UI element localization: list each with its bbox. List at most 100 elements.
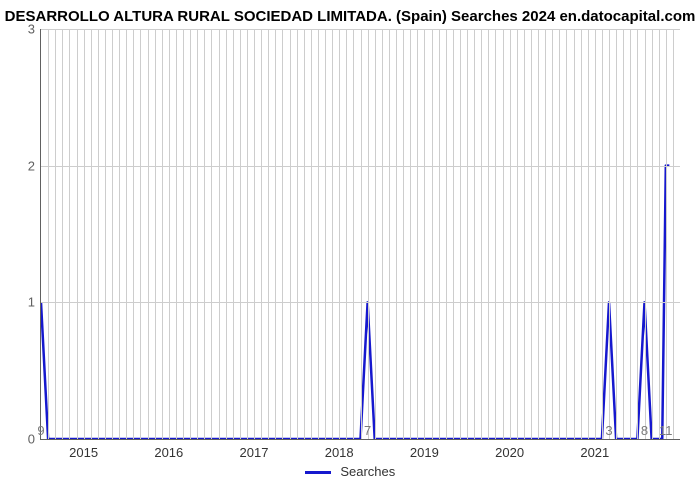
- grid-line-v: [261, 29, 262, 439]
- grid-line-v: [140, 29, 141, 439]
- grid-line-v: [559, 29, 560, 439]
- grid-line-v: [190, 29, 191, 439]
- x-tick-label: 2018: [325, 445, 354, 460]
- grid-line-v: [403, 29, 404, 439]
- x-tick-label: 2016: [154, 445, 183, 460]
- grid-line-v: [62, 29, 63, 439]
- grid-line-v: [55, 29, 56, 439]
- grid-line-v: [290, 29, 291, 439]
- grid-line-v: [233, 29, 234, 439]
- grid-line-v: [595, 29, 596, 439]
- grid-line-v: [410, 29, 411, 439]
- chart-plot-area: 01232015201620172018201920202021973811: [40, 29, 680, 440]
- grid-line-v: [637, 29, 638, 439]
- grid-line-v: [481, 29, 482, 439]
- grid-line-v: [531, 29, 532, 439]
- grid-line-v: [247, 29, 248, 439]
- grid-line-v: [98, 29, 99, 439]
- grid-line-v: [183, 29, 184, 439]
- grid-line-v: [155, 29, 156, 439]
- secondary-x-label: 8: [641, 423, 648, 438]
- grid-line-v: [105, 29, 106, 439]
- grid-line-v: [361, 29, 362, 439]
- grid-line-v: [211, 29, 212, 439]
- grid-line-v: [495, 29, 496, 439]
- grid-line-v: [119, 29, 120, 439]
- grid-line-v: [176, 29, 177, 439]
- grid-line-v: [439, 29, 440, 439]
- grid-line-v: [197, 29, 198, 439]
- x-tick-label: 2021: [580, 445, 609, 460]
- grid-line-v: [602, 29, 603, 439]
- grid-line-v: [645, 29, 646, 439]
- grid-line-v: [517, 29, 518, 439]
- grid-line-v: [48, 29, 49, 439]
- grid-line-v: [126, 29, 127, 439]
- y-tick-label: 1: [28, 295, 35, 310]
- grid-line-v: [424, 29, 425, 439]
- grid-line-v: [588, 29, 589, 439]
- grid-line-v: [659, 29, 660, 439]
- grid-line-v: [524, 29, 525, 439]
- grid-line-v: [510, 29, 511, 439]
- legend: Searches: [0, 464, 700, 479]
- x-tick-label: 2017: [240, 445, 269, 460]
- grid-line-v: [69, 29, 70, 439]
- y-tick-label: 0: [28, 432, 35, 447]
- grid-line-v: [382, 29, 383, 439]
- secondary-x-label: 7: [364, 423, 371, 438]
- grid-line-v: [339, 29, 340, 439]
- grid-line-v: [268, 29, 269, 439]
- grid-line-v: [304, 29, 305, 439]
- y-tick-label: 3: [28, 22, 35, 37]
- grid-line-v: [148, 29, 149, 439]
- grid-line-v: [673, 29, 674, 439]
- grid-line-v: [446, 29, 447, 439]
- grid-line-v: [332, 29, 333, 439]
- grid-line-v: [566, 29, 567, 439]
- grid-line-v: [325, 29, 326, 439]
- legend-label: Searches: [340, 464, 395, 479]
- secondary-x-label: 9: [37, 423, 44, 438]
- grid-line-v: [375, 29, 376, 439]
- x-tick-label: 2015: [69, 445, 98, 460]
- grid-line-v: [581, 29, 582, 439]
- grid-line-v: [162, 29, 163, 439]
- grid-line-v: [630, 29, 631, 439]
- grid-line-v: [467, 29, 468, 439]
- grid-line-v: [77, 29, 78, 439]
- grid-line-v: [297, 29, 298, 439]
- grid-line-v: [623, 29, 624, 439]
- grid-line-v: [353, 29, 354, 439]
- grid-line-v: [460, 29, 461, 439]
- grid-line-v: [609, 29, 610, 439]
- grid-line-v: [503, 29, 504, 439]
- grid-line-v: [254, 29, 255, 439]
- grid-line-v: [169, 29, 170, 439]
- grid-line-v: [666, 29, 667, 439]
- grid-line-v: [133, 29, 134, 439]
- grid-line-v: [91, 29, 92, 439]
- grid-line-v: [474, 29, 475, 439]
- grid-line-v: [346, 29, 347, 439]
- grid-line-v: [368, 29, 369, 439]
- grid-line-v: [616, 29, 617, 439]
- grid-line-v: [652, 29, 653, 439]
- grid-line-v: [282, 29, 283, 439]
- grid-line-v: [112, 29, 113, 439]
- grid-line-v: [275, 29, 276, 439]
- chart-container: DESARROLLO ALTURA RURAL SOCIEDAD LIMITAD…: [0, 0, 700, 500]
- grid-line-v: [545, 29, 546, 439]
- grid-line-v: [389, 29, 390, 439]
- grid-line-v: [432, 29, 433, 439]
- x-tick-label: 2020: [495, 445, 524, 460]
- grid-line-v: [453, 29, 454, 439]
- grid-line-v: [538, 29, 539, 439]
- grid-line-v: [396, 29, 397, 439]
- secondary-x-label: 3: [605, 423, 612, 438]
- grid-line-v: [226, 29, 227, 439]
- secondary-x-label: 11: [659, 423, 673, 438]
- chart-title: DESARROLLO ALTURA RURAL SOCIEDAD LIMITAD…: [0, 0, 700, 29]
- grid-line-v: [417, 29, 418, 439]
- grid-line-v: [488, 29, 489, 439]
